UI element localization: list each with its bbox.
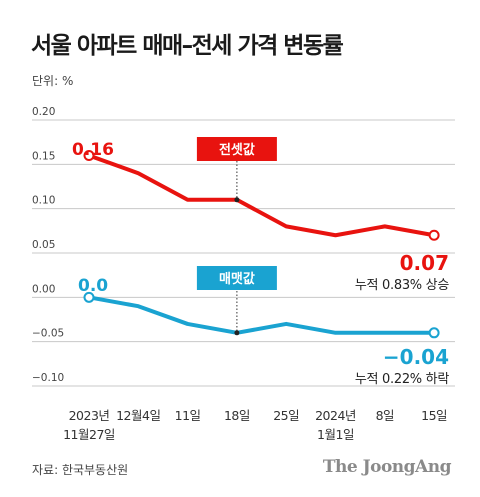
jeonse-series-line <box>87 153 437 238</box>
y-tick-label: 0.05 <box>32 239 55 251</box>
data-point-endpoint <box>83 149 95 161</box>
y-tick-label: 0.20 <box>32 106 55 118</box>
jeonse-start-label: 0.16 <box>72 140 114 160</box>
jeonse-note: 누적 0.83% 상승 <box>355 278 449 293</box>
legend-label: 매맷값 <box>219 271 255 287</box>
y-tick-label: −0.05 <box>32 328 64 340</box>
sale-series-line <box>87 295 437 335</box>
x-tick-label: 25일 <box>273 408 299 423</box>
x-tick-label: 1월1일 <box>317 427 354 442</box>
data-point-endpoint <box>428 327 440 339</box>
brand-logo: The JoongAng <box>322 457 452 477</box>
x-tick-label: 8일 <box>376 408 394 423</box>
sale-legend-box <box>196 266 277 290</box>
data-point-marker <box>234 330 240 336</box>
x-tick-label: 12월4일 <box>116 408 160 423</box>
data-point-endpoint <box>83 291 95 303</box>
y-tick-label: 0.15 <box>32 150 55 162</box>
x-tick-label: 15일 <box>421 408 447 423</box>
legend-label: 전셋값 <box>219 142 255 158</box>
sale-note: 누적 0.22% 하락 <box>355 372 449 387</box>
y-tick-label: −0.10 <box>32 372 64 384</box>
chart-title: 서울 아파트 매매–전세 가격 변동률 <box>31 33 344 59</box>
jeonse-end-label: 0.07 <box>400 251 449 275</box>
x-tick-label: 18일 <box>224 408 250 423</box>
jeonse-legend-box <box>196 137 277 161</box>
y-tick-label: 0.10 <box>32 195 55 207</box>
sale-start-label: 0.0 <box>78 276 108 296</box>
data-point-endpoint <box>428 229 440 241</box>
unit-label: 단위: % <box>32 74 74 88</box>
source-label: 자료: 한국부동산원 <box>32 463 129 477</box>
data-point-marker <box>234 197 240 203</box>
x-tick-label: 11월27일 <box>63 427 115 442</box>
x-tick-label: 11일 <box>175 408 201 423</box>
x-tick-label: 2024년 <box>315 408 356 423</box>
y-tick-label: 0.00 <box>32 283 55 295</box>
x-tick-label: 2023년 <box>69 408 110 423</box>
sale-end-label: −0.04 <box>383 345 449 369</box>
